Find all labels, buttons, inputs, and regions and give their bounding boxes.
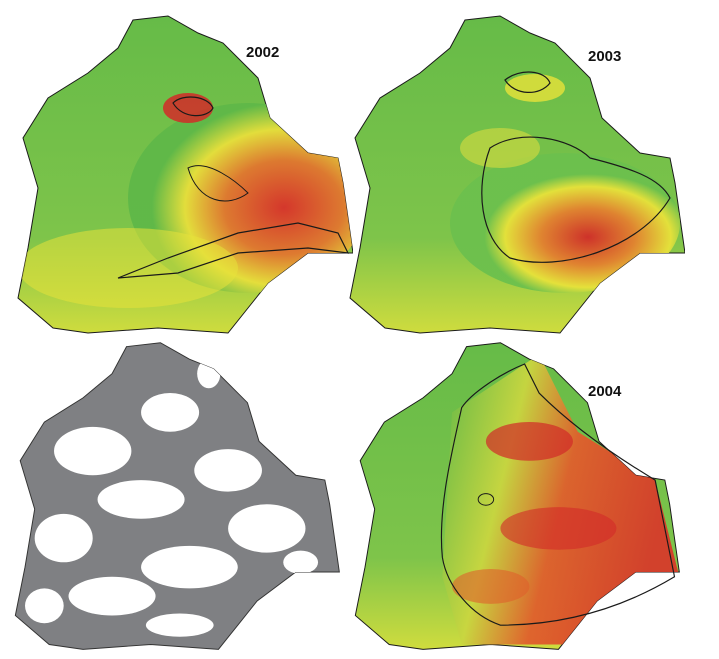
- heat-map-2003: [349, 15, 685, 334]
- hotspot-band-2004: [452, 569, 530, 604]
- mask-hole: [141, 393, 200, 432]
- contour-small-2004: [477, 493, 495, 506]
- contour-line-2004: [440, 363, 676, 626]
- map-panel-2004: 2004: [340, 335, 685, 659]
- yellow-band-2002: [18, 228, 238, 308]
- mask-hole: [141, 545, 238, 589]
- hotspot-area-2003: [450, 153, 680, 293]
- map-panel-2002: 2002: [8, 8, 353, 343]
- landcover-map: [14, 342, 340, 650]
- hotspot-band-2004: [485, 422, 573, 461]
- contour-small-2002: [172, 96, 214, 117]
- mask-hole: [194, 449, 262, 492]
- heat-map-2004: [354, 342, 680, 650]
- mask-hole: [25, 588, 64, 624]
- year-label-2002: 2002: [246, 44, 280, 61]
- contour-line-2002: [117, 222, 350, 279]
- mask-hole: [54, 426, 132, 476]
- mask-hole: [228, 504, 306, 553]
- contour-mid-2002: [187, 165, 249, 202]
- contour-small-2003: [504, 71, 551, 93]
- mask-hole: [34, 513, 93, 563]
- year-label-2004: 2004: [588, 383, 622, 400]
- heat-map-2002: [17, 15, 353, 334]
- map-panel-landcover: [0, 335, 345, 659]
- mask-hole: [68, 576, 156, 616]
- yellow-band-2003: [460, 128, 540, 168]
- map-panel-2003: 2003: [340, 8, 685, 343]
- year-label-2003: 2003: [588, 48, 622, 65]
- mask-hole: [145, 613, 214, 637]
- contour-line-2003: [481, 136, 671, 263]
- mask-hole: [97, 480, 185, 519]
- yellow-patch-2003: [505, 74, 565, 102]
- mask-hole: [283, 550, 319, 574]
- hotspot-band-2004: [500, 507, 617, 550]
